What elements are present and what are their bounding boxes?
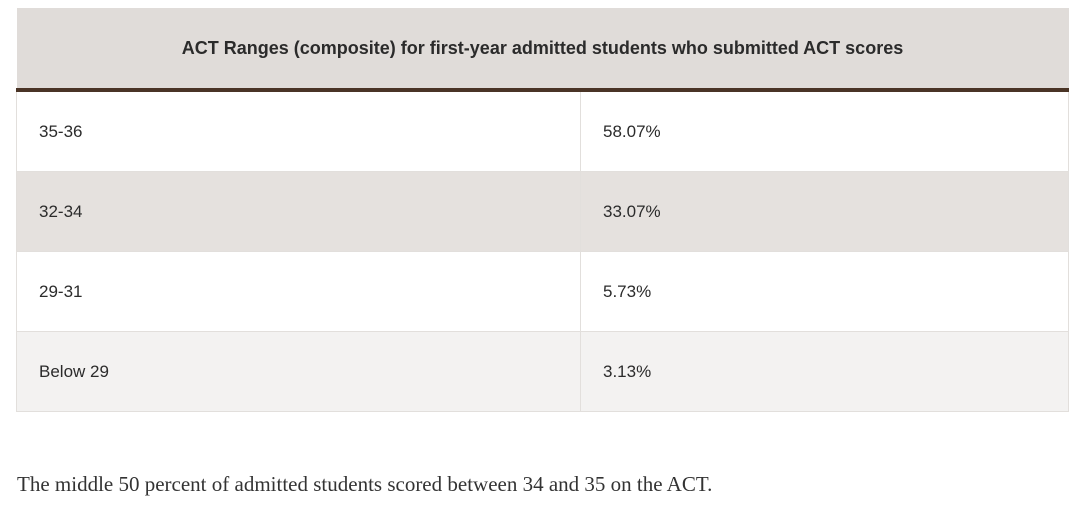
score-range: 35-36 bbox=[16, 89, 581, 172]
table-row: Below 29 3.13% bbox=[16, 331, 1069, 412]
score-range: Below 29 bbox=[16, 331, 581, 412]
table-body: 35-36 58.07% 32-34 33.07% 29-31 5.73% Below 29… bbox=[16, 89, 1069, 412]
table-row: 32-34 33.07% bbox=[16, 171, 1069, 252]
caption: The middle 50 percent of admitted studen… bbox=[17, 472, 713, 496]
percentage: 58.07% bbox=[580, 89, 1069, 172]
percentage: 33.07% bbox=[580, 171, 1069, 252]
act-table: ACT Ranges (composite) for first-year ad… bbox=[16, 8, 1069, 412]
percentage: 3.13% bbox=[580, 331, 1069, 412]
percentage: 5.73% bbox=[580, 251, 1069, 332]
table-row: 35-36 58.07% bbox=[16, 89, 1069, 172]
score-range: 29-31 bbox=[16, 251, 581, 332]
table-title: ACT Ranges (composite) for first-year ad… bbox=[16, 8, 1069, 92]
score-range: 32-34 bbox=[16, 171, 581, 252]
table-row: 29-31 5.73% bbox=[16, 251, 1069, 332]
